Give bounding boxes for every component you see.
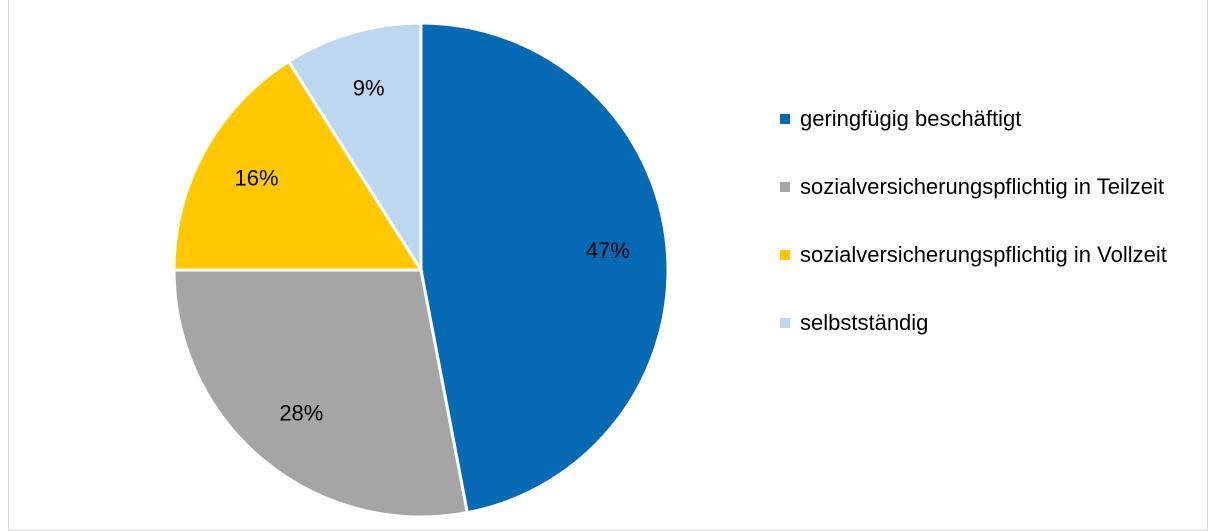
legend-item: selbstständig [780,308,1200,338]
legend-label: geringfügig beschäftigt [800,106,1022,131]
legend-item: geringfügig beschäftigt [780,104,1200,134]
pie-slice [172,59,424,272]
pie-slice [172,268,470,519]
legend-swatch [780,182,790,192]
data-label: 9% [353,76,385,101]
legend-label: selbstständig [800,310,929,335]
legend-swatch [780,250,790,260]
chart-border [8,0,1208,531]
legend-label: sozialversicherungspflichtig in Teilzeit [800,174,1164,199]
pie-slice [286,21,423,276]
data-label: 47% [586,238,630,263]
pie-slice [419,21,670,515]
legend-swatch [780,318,790,328]
legend: geringfügig beschäftigt sozialversicherun… [780,104,1200,376]
data-label: 28% [279,400,323,425]
data-label: 16% [234,165,278,190]
legend-swatch [780,114,790,124]
legend-label: sozialversicherungspflichtig in Vollzeit [800,242,1167,267]
legend-item: sozialversicherungspflichtig in Teilzeit [780,172,1200,202]
legend-item: sozialversicherungspflichtig in Vollzeit [780,240,1200,270]
